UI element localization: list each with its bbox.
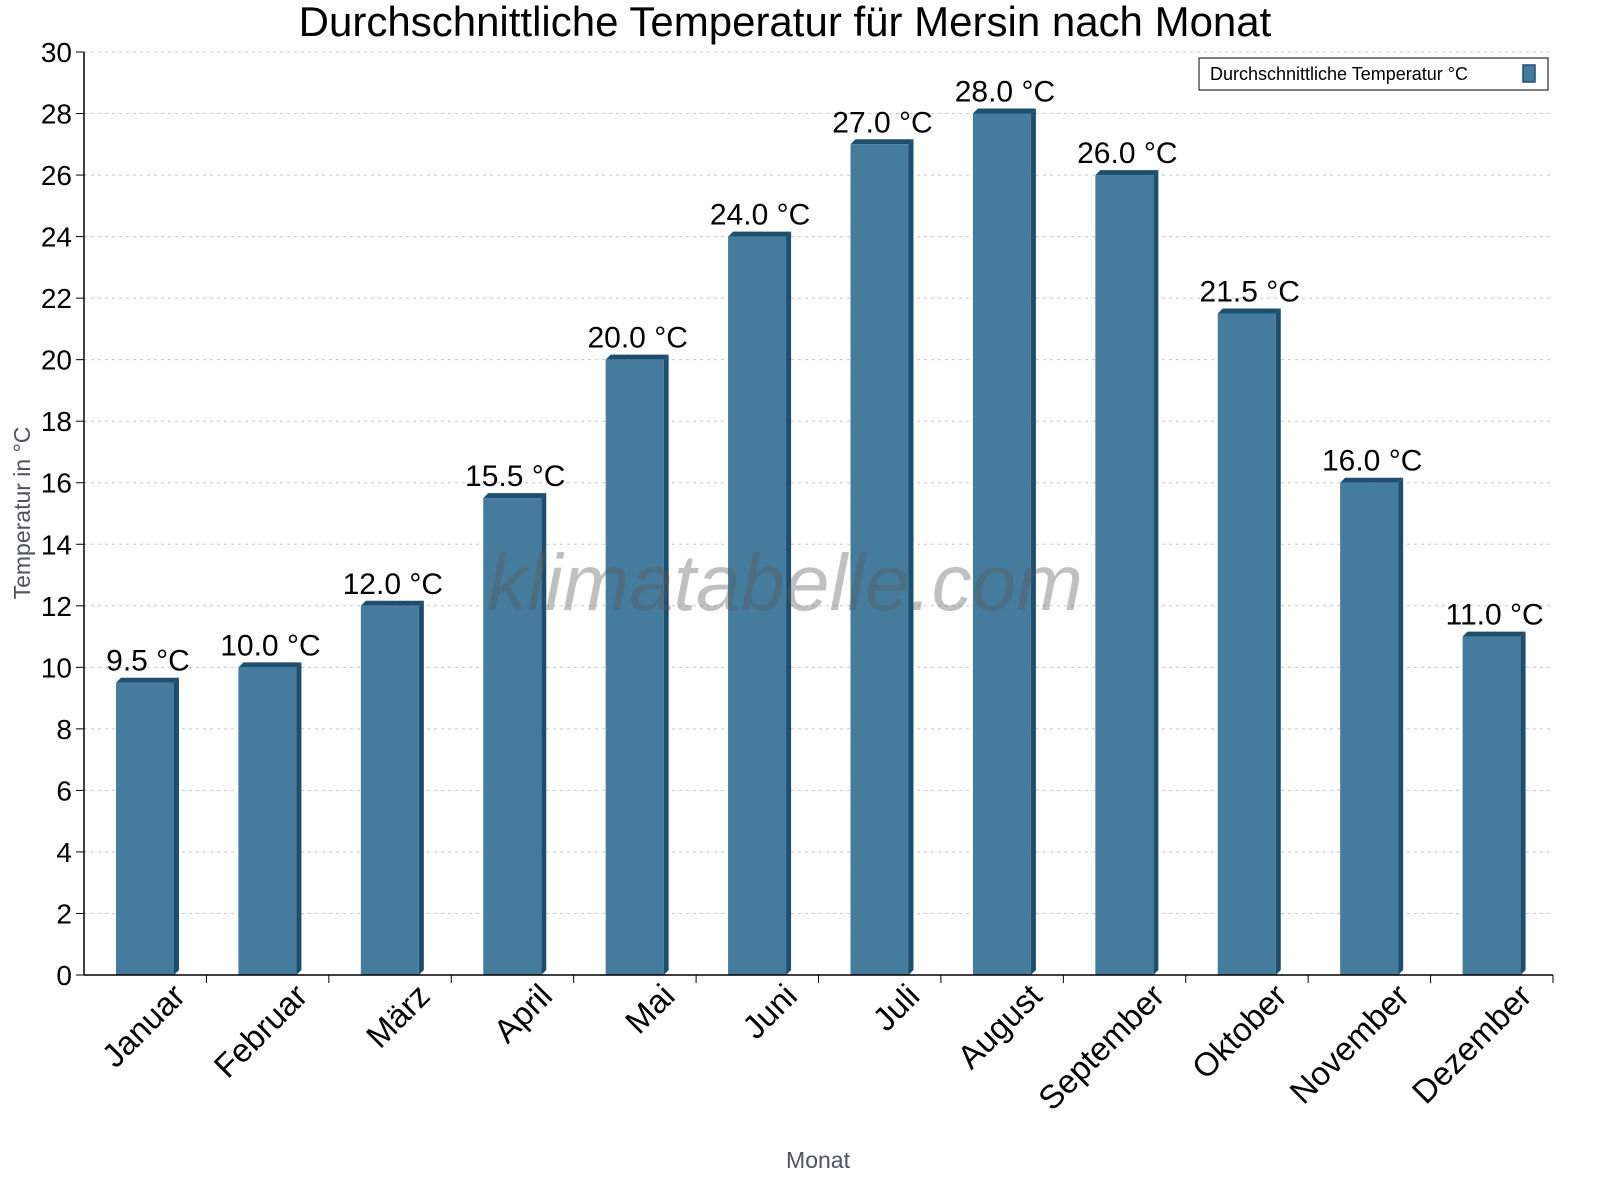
data-label: 10.0 °C [220, 629, 320, 662]
bar-top [116, 677, 179, 683]
x-tick-label: Mai [618, 977, 682, 1041]
data-label: 11.0 °C [1445, 599, 1543, 632]
bar [850, 144, 909, 976]
y-tick-label: 30 [41, 37, 72, 68]
y-tick-label: 4 [56, 837, 72, 868]
bar-top [1340, 477, 1404, 483]
legend: Durchschnittliche Temperatur °C [1198, 57, 1549, 91]
y-tick-label: 18 [41, 406, 72, 437]
bar [1217, 313, 1276, 975]
y-tick-label: 8 [56, 714, 72, 745]
bar-side [1153, 170, 1159, 976]
bar-side [174, 677, 179, 975]
y-axis-label: Temperatur in °C [9, 427, 35, 600]
bar-top [605, 354, 669, 360]
bar-side [418, 600, 424, 975]
bar [1340, 482, 1399, 975]
bar-top [1462, 631, 1526, 637]
bar-side [663, 354, 669, 976]
bar-side [1520, 631, 1526, 975]
y-tick-label: 16 [41, 468, 72, 499]
bar [483, 498, 542, 975]
bar-top [972, 108, 1036, 114]
x-tick-label: April [486, 977, 559, 1050]
bar-side [1398, 477, 1404, 975]
watermark: klimatabelle.com [487, 538, 1083, 627]
y-tick-label: 12 [41, 591, 72, 622]
x-tick-label: Juli [865, 977, 926, 1038]
legend-swatch [1522, 64, 1536, 83]
bar-side [1275, 308, 1281, 975]
bar-top [728, 231, 792, 237]
x-tick-label: Januar [94, 977, 192, 1075]
bar-top [360, 600, 424, 606]
bar-top [1217, 308, 1281, 314]
y-tick-label: 28 [41, 99, 72, 130]
data-label: 28.0 °C [955, 76, 1055, 109]
data-label: 24.0 °C [710, 199, 810, 232]
y-tick-label: 14 [41, 529, 72, 560]
bars: 9.5 °C 10.0 °C 12.0 °C 15.5 °C 20.0 °C 24.0 °… [106, 76, 1544, 976]
y-tick-label: 22 [41, 283, 72, 314]
bar [728, 236, 787, 976]
grid-lines [84, 51, 1553, 914]
bar-top [483, 493, 547, 499]
x-tick-label: Dezember [1405, 977, 1539, 1111]
data-label: 26.0 °C [1077, 137, 1177, 170]
bar [238, 667, 297, 975]
legend-label: Durchschnittliche Temperatur °C [1210, 64, 1468, 84]
data-label: 16.0 °C [1322, 445, 1422, 478]
y-tick-label: 0 [56, 960, 72, 991]
x-tick-label: September [1031, 977, 1171, 1117]
x-tick-label: Februar [206, 977, 314, 1085]
bar-side [786, 231, 792, 976]
chart-title: Durchschnittliche Temperatur für Mersin … [299, 0, 1272, 45]
y-tick-label: 10 [41, 652, 72, 683]
x-tick-label: August [950, 977, 1049, 1076]
data-label: 20.0 °C [587, 322, 687, 355]
data-label: 21.5 °C [1200, 276, 1300, 309]
bar-side [296, 662, 302, 975]
bar [605, 359, 664, 976]
bar-top [238, 662, 302, 668]
bar-top [1095, 170, 1159, 176]
y-tick-label: 24 [41, 222, 72, 253]
bar [1462, 636, 1521, 975]
x-tick-label: November [1282, 977, 1416, 1111]
bar-side [908, 139, 914, 976]
y-tick-label: 26 [41, 160, 72, 191]
x-tick-label: März [359, 977, 437, 1055]
data-label: 27.0 °C [832, 106, 932, 139]
x-axis-label: Monat [786, 1147, 851, 1173]
bar [116, 682, 174, 975]
bar-side [541, 493, 547, 975]
y-tick-label: 2 [56, 898, 72, 929]
data-label: 9.5 °C [106, 645, 190, 678]
bar [1095, 175, 1154, 976]
data-label: 12.0 °C [343, 568, 443, 601]
bar-top [850, 139, 914, 145]
y-tick-label: 6 [56, 775, 72, 806]
x-tick-label: Oktober [1185, 977, 1294, 1086]
bar-side [1030, 108, 1036, 976]
bar [972, 113, 1031, 976]
data-label: 15.5 °C [465, 460, 565, 493]
bar [360, 605, 419, 975]
y-tick-label: 20 [41, 345, 72, 376]
x-tick-label: Juni [735, 977, 804, 1046]
